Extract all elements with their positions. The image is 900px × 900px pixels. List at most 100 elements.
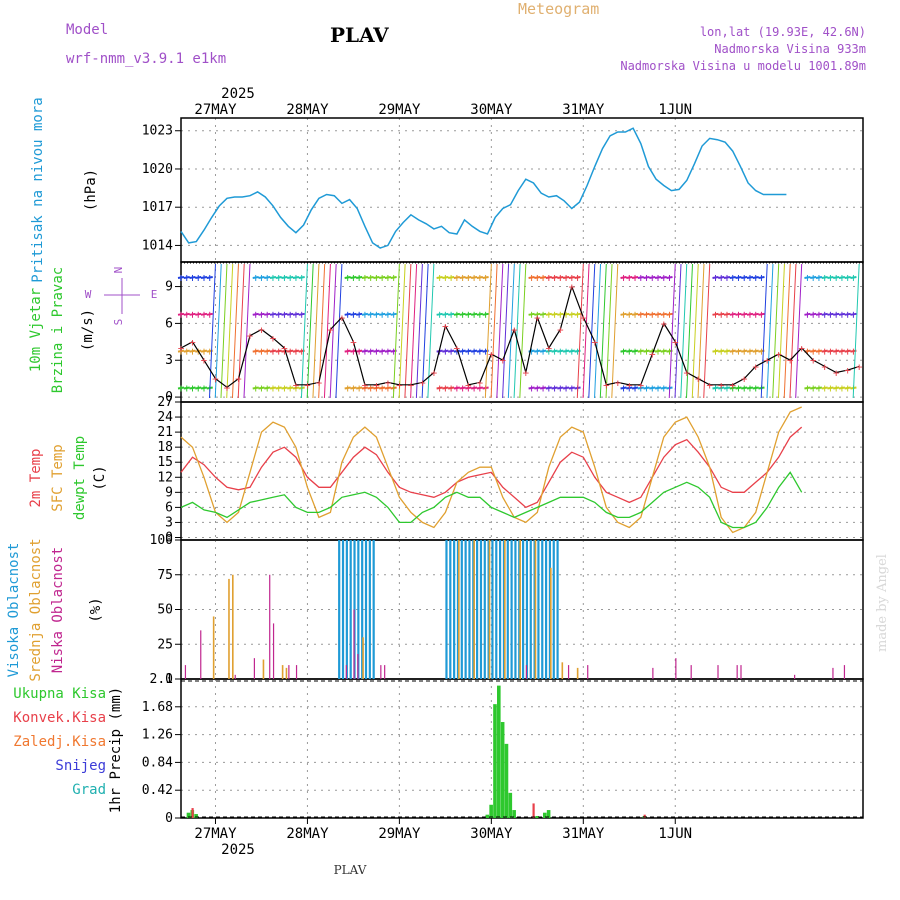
temp-ylabel-dewpt: dewpt Temp (72, 436, 88, 520)
mid-cloud-bar (504, 540, 506, 679)
high-cloud-bar (445, 540, 448, 679)
temperature-ytick-label: 21 (157, 425, 173, 440)
temp-line-temp2m (180, 426, 803, 509)
total-precip-bar (504, 743, 509, 818)
wind-arrow (335, 263, 343, 399)
wind-ylabel-1: 10m Vjetar (28, 288, 44, 372)
elevation-text: Nadmorska Visina 933m (714, 42, 866, 56)
wind-gust-marker: + (683, 367, 690, 380)
wind-arrow (703, 263, 711, 399)
high-cloud-bar (453, 540, 456, 679)
wind-gust-marker: + (465, 379, 472, 392)
high-cloud-bar (487, 540, 490, 679)
wind-ytick-label: 3 (165, 353, 173, 368)
wind-arrow (789, 263, 797, 399)
wind-arrow (329, 263, 337, 399)
mid-cloud-bar (534, 540, 537, 679)
wind-gust-marker: + (224, 381, 231, 394)
mid-cloud-bar (285, 667, 288, 679)
wind-arrow (772, 263, 780, 399)
chart-title: Meteogram (518, 0, 599, 18)
wind-gust-marker: + (247, 330, 254, 343)
temp-unit: (C) (92, 465, 108, 490)
low-cloud-bar (200, 630, 202, 679)
pressure-unit: (hPa) (83, 169, 99, 211)
mid-cloud-bar (576, 667, 579, 679)
low-cloud-bar (295, 665, 298, 679)
wind-gust-marker: + (741, 373, 748, 386)
high-cloud-bar (544, 540, 548, 679)
wind-arrow (777, 263, 785, 399)
day-label-top: 31MAY (562, 102, 605, 118)
low-cloud-bar (357, 653, 359, 679)
wind-unit: (m/s) (80, 309, 96, 351)
total-precip-bar (500, 722, 505, 818)
pressure-ytick-label: 1017 (142, 200, 173, 215)
temp-ylabel-2m: 2m Temp (28, 448, 44, 507)
high-cloud-bar (361, 540, 364, 679)
wind-arrow (496, 263, 504, 399)
low-cloud-bar (253, 658, 255, 679)
low-cloud-bar (380, 665, 382, 679)
wind-gust-marker: + (568, 281, 575, 294)
wind-gust-marker: + (649, 348, 656, 361)
clouds-ytick-label: 100 (150, 533, 173, 548)
high-cloud-bar (472, 540, 475, 679)
total-precip-bar (493, 704, 497, 818)
temperature-ytick-label: 6 (165, 500, 173, 515)
conv-precip-bar (532, 803, 535, 818)
wind-gust-marker: + (373, 379, 380, 392)
pressure-frame (180, 117, 864, 263)
wind-gust-marker: + (350, 336, 357, 349)
mid-cloud-bar (281, 665, 284, 679)
compass-w: W (85, 288, 92, 301)
low-cloud-bar (736, 665, 738, 679)
lonlat-text: lon,lat (19.93E, 42.6N) (700, 25, 866, 39)
wind-arrow (582, 263, 590, 399)
total-precip-bar (186, 812, 191, 818)
temp-line-sfc (180, 406, 802, 534)
high-cloud-bar (464, 540, 467, 679)
wind-arrow (686, 263, 693, 399)
high-cloud-bar (495, 540, 498, 679)
day-label-top: 1JUN (658, 102, 692, 118)
precip-ytick-label: 1.26 (142, 728, 173, 743)
low-cloud-bar (272, 623, 275, 679)
high-cloud-bar (541, 540, 544, 679)
high-cloud-bar (552, 540, 555, 679)
wind-arrow (220, 263, 228, 399)
low-cloud-bar (717, 665, 719, 679)
wind-arrows (177, 263, 860, 399)
day-label-bottom: 30MAY (470, 826, 513, 842)
wind-gust-marker: + (431, 367, 438, 380)
wind-arrow (513, 263, 521, 399)
compass-n: N (112, 267, 125, 274)
wind-arrow (680, 263, 688, 399)
wind-gust-marker: + (327, 324, 334, 337)
high-cloud-bar (522, 540, 525, 679)
wind-gust-marker: + (706, 379, 713, 392)
low-cloud-bar (794, 674, 796, 679)
high-cloud-bar (533, 540, 536, 679)
total-precip-bar (546, 810, 551, 818)
wind-gust-marker: + (293, 379, 300, 392)
wind-gust-marker: + (477, 376, 484, 389)
wind-gust-marker: + (764, 354, 771, 367)
wind-gust-marker: + (488, 348, 495, 361)
model-label: Model (66, 22, 108, 38)
wind-arrow (599, 263, 607, 399)
wind-ylabel-2: Brzina i Pravac (50, 267, 66, 393)
wind-gust-marker: + (856, 360, 863, 373)
wind-arrow (795, 263, 803, 399)
high-cloud-bar (364, 540, 368, 679)
mid-cloud-bar (362, 637, 364, 679)
wind-arrow (766, 263, 774, 399)
clouds-ytick-label: 50 (157, 603, 173, 618)
precip-ylabel: 1hr Precip (mm) (108, 687, 124, 813)
wind-gust-marker: + (591, 336, 598, 349)
wind-arrow (214, 263, 222, 399)
high-cloud-bar (479, 540, 483, 679)
wind-gust-marker: + (258, 324, 265, 337)
high-cloud-bar (468, 540, 471, 679)
